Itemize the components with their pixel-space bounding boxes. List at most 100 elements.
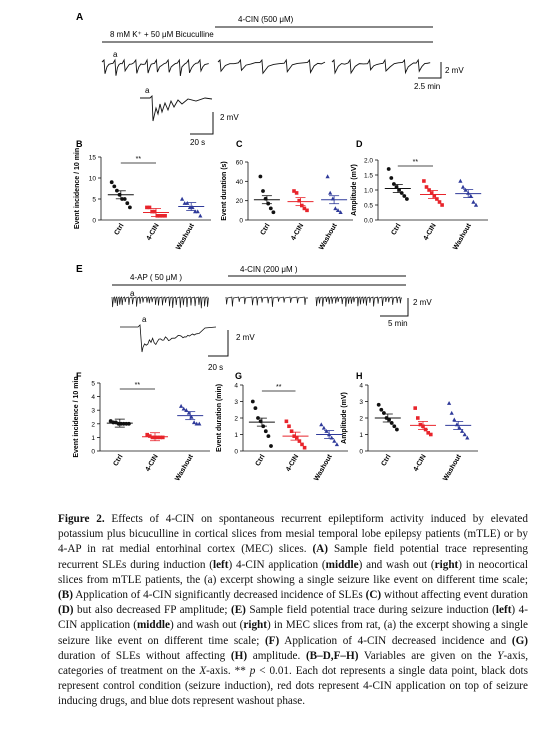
condition-label-e: 4-AP ( 50 μM ) — [130, 273, 182, 282]
drug-label-a: 4-CIN (500 μM) — [238, 15, 294, 24]
chart-f: F 0 1 2 3 4 5 Event incidence / 10 min Ctrl 4-CIN… — [73, 371, 210, 482]
data-point-washout — [460, 429, 465, 433]
caption-b-text: Application of 4-CIN significantly decre… — [72, 589, 366, 602]
data-point-washout — [468, 193, 473, 198]
y-axis-label: Event incidence / 10 min — [73, 376, 80, 457]
caption-b-label: (B) — [58, 589, 73, 602]
excerpt-scale-e-mv: 2 mV — [236, 333, 255, 342]
x-tick-label: 4-CIN — [146, 223, 161, 242]
excerpt-scale-e — [208, 330, 229, 357]
data-point-ctrl — [392, 424, 397, 429]
data-point-washout — [319, 422, 324, 427]
data-point-ctrl — [253, 406, 258, 410]
data-point-4cin — [426, 431, 430, 435]
data-point-washout — [335, 208, 341, 213]
data-point-4cin — [432, 194, 437, 198]
chart-g: G 0 1 2 3 4 Event duration (min) Ctrl 4-CIN Washo… — [216, 371, 348, 482]
data-point-4cin — [147, 205, 152, 210]
significance-marker: ** — [413, 159, 419, 166]
chart-c: C 0 20 40 60 Event duration (s) Ctrl 4-CIN Washo… — [221, 139, 353, 251]
data-point-4cin — [302, 206, 307, 211]
chart-b: B 0 5 10 15 Event incidence / 10 min Ctrl 4-CIN… — [74, 139, 211, 251]
data-point-4cin — [437, 200, 442, 204]
data-point-4cin — [292, 189, 296, 193]
data-point-4cin — [152, 209, 157, 214]
y-tick-label: 0 — [239, 218, 243, 225]
data-point-4cin — [155, 435, 160, 440]
y-tick-label: 2 — [359, 416, 363, 423]
caption-e-label: (E) — [230, 604, 246, 617]
y-tick-label: 3 — [234, 399, 238, 406]
data-point-ctrl — [266, 434, 271, 439]
data-point-washout — [473, 202, 479, 207]
significance-marker: ** — [136, 156, 142, 163]
y-tick-label: 2 — [91, 421, 95, 428]
caption-c-label: (C) — [365, 589, 382, 602]
y-tick-label: 2 — [234, 416, 238, 423]
data-point-4cin — [422, 179, 426, 183]
caption-intro: Effects of 4-CIN on spontaneous recurren… — [58, 513, 528, 556]
data-point-washout — [321, 425, 326, 430]
data-point-ctrl — [392, 182, 396, 186]
excerpt-mark-e2: a — [142, 315, 147, 324]
drug-label-e: 4-CIN (200 μM ) — [240, 265, 298, 274]
figure-caption: Figure 2. Effects of 4-CIN on spontaneou… — [58, 512, 528, 710]
y-axis-label: Event duration (min) — [216, 384, 223, 452]
data-point-washout — [180, 196, 185, 201]
y-tick-label: 0.5 — [364, 203, 373, 210]
y-tick-label: 0.0 — [364, 218, 373, 225]
data-point-washout — [338, 210, 343, 214]
panel-letter-h: H — [356, 371, 363, 381]
chart-h: H 0 1 2 3 4 Amplitude (mV) Ctrl 4-CIN Washout — [341, 371, 478, 482]
caption-h-label: (H) — [230, 649, 248, 662]
data-point-4cin — [435, 197, 439, 201]
caption-tail: < 0.01. Each dot represents a single dat… — [58, 665, 529, 708]
data-point-4cin — [429, 191, 434, 195]
caption-c-text: without affecting event duration — [381, 589, 528, 602]
data-point-ctrl — [405, 197, 409, 201]
caption-a-text2: ) 4-CIN application ( — [228, 558, 326, 571]
x-tick-label: 4-CIN — [145, 454, 160, 473]
data-point-4cin — [148, 434, 152, 438]
data-point-4cin — [300, 442, 304, 447]
y-tick-label: 4 — [234, 383, 238, 390]
caption-middle: middle — [325, 558, 359, 571]
data-point-4cin — [161, 435, 165, 440]
data-point-ctrl — [395, 427, 399, 432]
data-point-4cin — [163, 214, 167, 218]
caption-e-text3: ) and wash out ( — [169, 619, 244, 632]
caption-g-text: duration of SLEs without affecting — [58, 649, 231, 662]
data-point-4cin — [297, 198, 301, 203]
data-point-ctrl — [268, 206, 273, 211]
y-axis-label: Amplitude (mV) — [351, 164, 358, 216]
y-tick-label: 4 — [91, 394, 95, 401]
data-point-4cin — [155, 214, 160, 218]
excerpt-scale-a — [190, 112, 214, 135]
data-point-ctrl — [389, 176, 394, 180]
x-tick-label: Washout — [452, 222, 473, 251]
data-point-washout — [447, 400, 452, 405]
caption-right: right — [434, 558, 459, 571]
excerpt-trace-e — [120, 324, 217, 353]
x-tick-label: Ctrl — [112, 453, 124, 467]
caption-bdfh-label: (B–D,F–H) — [305, 649, 359, 662]
y-tick-label: 1 — [234, 432, 238, 439]
x-tick-label: Ctrl — [260, 222, 272, 236]
data-point-4cin — [418, 422, 423, 427]
data-point-washout — [325, 174, 330, 179]
data-point-4cin — [145, 432, 149, 437]
caption-bdfh-text1: Variables are given on the — [358, 649, 498, 662]
data-point-washout — [181, 406, 186, 411]
trace-e-washout — [315, 296, 402, 307]
caption-y-axis: Y — [497, 649, 504, 662]
x-tick-label: Washout — [313, 453, 334, 482]
data-point-washout — [192, 420, 197, 425]
data-point-4cin — [429, 432, 433, 437]
data-point-washout — [197, 421, 202, 426]
data-point-4cin — [294, 191, 299, 195]
caption-e-text4: ) in MEC slices from rat, (a) the excerp… — [58, 619, 528, 647]
x-tick-label: Ctrl — [113, 222, 125, 236]
y-tick-label: 5 — [92, 197, 96, 204]
data-point-ctrl — [126, 421, 131, 426]
y-axis-label: Event duration (s) — [221, 161, 228, 221]
